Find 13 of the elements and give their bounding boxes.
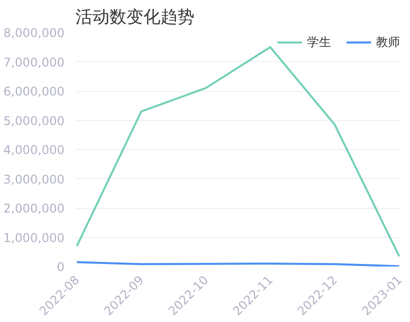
legend-label: 教师 — [376, 34, 400, 50]
y-tick-label: 3,000,000 — [3, 172, 65, 186]
chart-title: 活动数变化趋势 — [76, 8, 194, 28]
y-tick-label: 8,000,000 — [3, 26, 65, 40]
y-tick-label: 0 — [56, 260, 65, 274]
y-tick-label: 6,000,000 — [3, 84, 65, 98]
y-tick-label: 2,000,000 — [3, 202, 65, 216]
y-tick-label: 1,000,000 — [3, 230, 65, 245]
y-tick-label: 7,000,000 — [3, 55, 65, 70]
legend-label: 学生 — [307, 34, 331, 50]
y-tick-label: 4,000,000 — [3, 143, 65, 157]
line-series — [76, 46, 400, 258]
y-tick-label: 5,000,000 — [3, 114, 65, 128]
